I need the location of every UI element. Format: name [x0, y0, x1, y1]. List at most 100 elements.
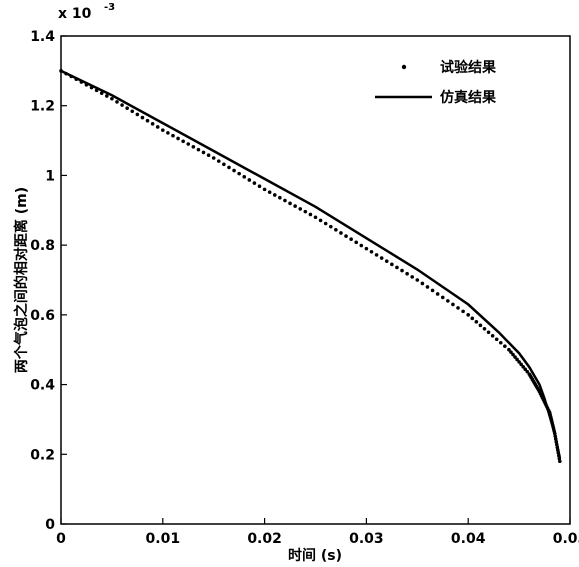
experiment-point [105, 94, 109, 98]
experiment-point [303, 209, 308, 214]
experiment-point [283, 198, 287, 203]
experiment-point [435, 292, 440, 296]
experiment-point [466, 313, 471, 317]
experiment-point [498, 340, 503, 345]
experiment-point [262, 187, 267, 192]
experiment-point [328, 224, 333, 229]
x-tick-label: 0.01 [146, 531, 181, 547]
series-simulation-line [60, 69, 562, 459]
y-tick-label: 1 [45, 168, 55, 184]
experiment-point [334, 228, 338, 232]
experiment-point [494, 337, 499, 342]
experiment-point [166, 131, 170, 135]
experiment-point [110, 96, 114, 101]
experiment-point [227, 165, 231, 170]
x-tick-label: 0 [56, 531, 66, 547]
experiment-point [181, 139, 185, 144]
x-axis-ticks: 0 0.01 0.02 0.03 0.04 0.05 [56, 518, 579, 547]
experiment-point [359, 243, 364, 248]
legend-marker-experiment [401, 64, 407, 70]
y-tick-label: 1.2 [30, 99, 55, 115]
experiment-point [272, 193, 277, 197]
y-tick-label: 0.2 [30, 447, 55, 463]
experiment-point [369, 249, 374, 254]
experiment-point [390, 262, 394, 267]
experiment-point [415, 278, 420, 282]
experiment-point [558, 459, 562, 464]
x-tick-label: 0.02 [247, 531, 282, 547]
experiment-point [252, 181, 257, 185]
experiment-point [410, 275, 415, 279]
experiment-point [384, 259, 389, 263]
experiment-point [482, 327, 487, 331]
y-multiplier-exponent: -3 [104, 2, 115, 13]
y-multiplier-base: x 10 [58, 6, 92, 22]
x-axis-label: 时间 (s) [288, 547, 342, 564]
experiment-point [374, 253, 379, 257]
experiment-point [140, 115, 145, 120]
experiment-point [509, 350, 513, 354]
experiment-point [521, 364, 525, 369]
experiment-point [451, 302, 455, 307]
experiment-point [176, 136, 180, 141]
experiment-point [171, 133, 175, 138]
y-tick-label: 1.4 [30, 29, 55, 45]
experiment-point [115, 100, 119, 104]
experiment-point [293, 204, 297, 208]
experiment-point [507, 347, 511, 352]
experiment-point [379, 256, 384, 260]
experiment-point [186, 142, 191, 146]
experiment-point [515, 357, 519, 362]
experiment-point [318, 218, 323, 223]
experiment-point [440, 295, 445, 300]
y-axis-label: 两个气泡之间的相对距离 (m) [13, 187, 30, 373]
experiment-point [125, 106, 129, 110]
x-tick-label: 0.05 [553, 531, 579, 547]
experiment-point [461, 309, 465, 314]
experiment-point [288, 201, 292, 206]
experiment-point [298, 207, 303, 211]
legend-label-simulation: 仿真结果 [440, 89, 497, 106]
experiment-point [278, 195, 282, 200]
experiment-point [323, 221, 328, 226]
experiment-point [211, 156, 216, 160]
experiment-point [145, 118, 150, 123]
experiment-point [120, 103, 124, 107]
series-experiment [59, 69, 562, 464]
experiment-point [247, 178, 252, 182]
experiment-point [523, 367, 528, 372]
experiment-point [257, 184, 262, 189]
experiment-point [517, 360, 521, 364]
experiment-point [470, 316, 475, 321]
experiment-point [395, 265, 399, 270]
plot-frame [60, 35, 571, 525]
experiment-point [150, 122, 155, 126]
experiment-point [196, 147, 201, 152]
experiment-point [456, 306, 460, 310]
experiment-point [216, 159, 221, 163]
legend-label-experiment: 试验结果 [440, 59, 497, 76]
y-axis-ticks: 0 0.2 0.4 0.6 0.8 1 1.2 1.4 [30, 29, 67, 533]
y-tick-label: 0.4 [30, 378, 55, 394]
experiment-point [486, 330, 491, 335]
y-tick-label: 0.8 [30, 238, 55, 254]
experiment-point [519, 362, 523, 367]
experiment-point [237, 171, 241, 176]
experiment-point [511, 352, 515, 357]
experiment-point [503, 344, 507, 349]
experiment-point [135, 112, 140, 117]
experiment-point [354, 240, 359, 245]
y-tick-label: 0 [45, 517, 55, 533]
experiment-point [339, 231, 343, 235]
experiment-point [313, 215, 318, 220]
experiment-point [349, 237, 353, 242]
experiment-point [99, 91, 104, 95]
experiment-point [191, 145, 196, 149]
y-tick-label: 0.6 [30, 308, 55, 324]
x-tick-label: 0.03 [349, 531, 384, 547]
experiment-point [525, 369, 530, 374]
experiment-point [430, 288, 435, 293]
experiment-point [242, 175, 247, 179]
experiment-point [420, 281, 425, 286]
